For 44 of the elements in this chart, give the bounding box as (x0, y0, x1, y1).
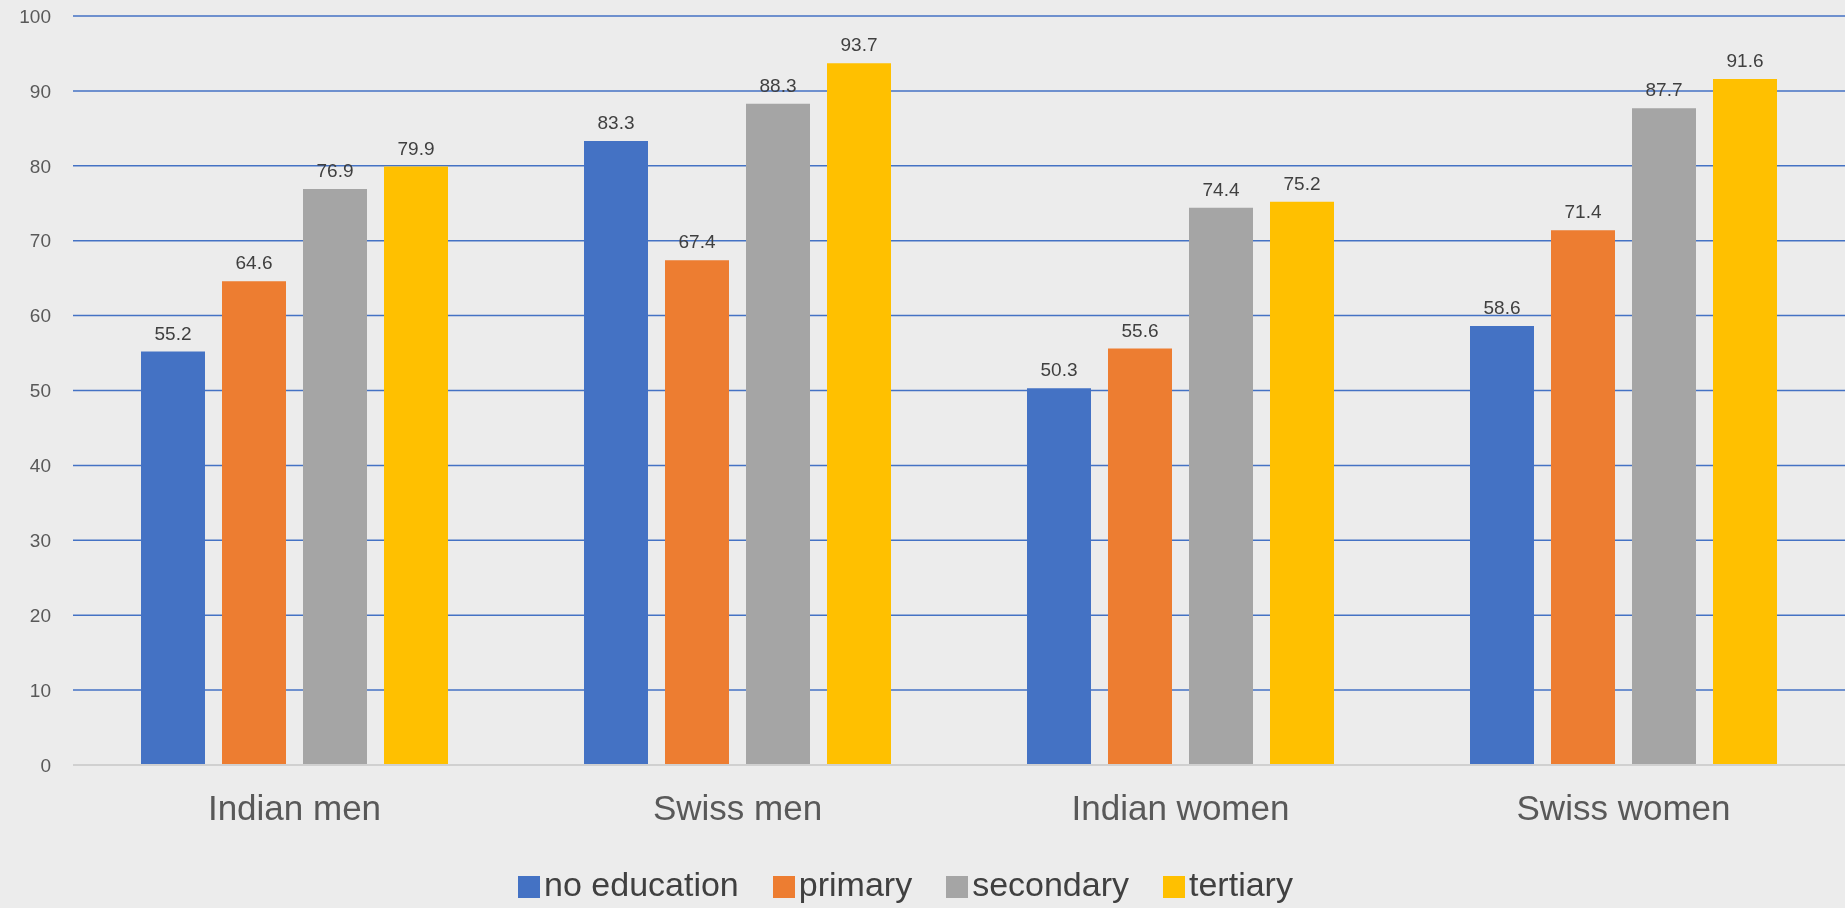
bar (1189, 207, 1253, 765)
bar (746, 103, 810, 765)
data-label: 91.6 (1726, 49, 1764, 71)
data-label: 76.9 (316, 160, 354, 182)
bar (1551, 230, 1615, 765)
bar (1270, 201, 1334, 765)
data-label: 71.4 (1564, 201, 1602, 223)
data-label: 55.6 (1121, 319, 1159, 341)
x-tick-label: Indian women (1071, 787, 1290, 827)
legend-label: tertiary (1189, 865, 1293, 903)
data-label: 74.4 (1202, 178, 1240, 200)
legend-label: no education (544, 865, 739, 903)
bar (1108, 348, 1172, 765)
legend-label: secondary (972, 865, 1130, 903)
data-label: 79.9 (397, 137, 435, 159)
y-tick-label: 90 (29, 80, 51, 102)
data-label: 50.3 (1040, 359, 1078, 381)
y-tick-label: 40 (29, 455, 51, 477)
y-tick-label: 70 (29, 230, 51, 252)
data-label: 83.3 (597, 112, 635, 134)
data-label: 75.2 (1283, 172, 1321, 194)
bar (1713, 78, 1777, 765)
y-tick-label: 0 (40, 754, 51, 776)
y-tick-label: 50 (29, 380, 51, 402)
x-tick-label: Swiss men (652, 787, 823, 827)
bar (384, 166, 448, 765)
bar (827, 63, 891, 765)
y-tick-label: 10 (29, 679, 51, 701)
y-tick-label: 60 (29, 305, 51, 327)
data-label: 64.6 (235, 252, 273, 274)
y-tick-label: 100 (19, 5, 51, 27)
bar (303, 189, 367, 765)
y-tick-label: 80 (29, 155, 51, 177)
x-tick-label: Indian men (207, 787, 382, 827)
data-label: 55.2 (154, 322, 192, 344)
data-label: 58.6 (1483, 297, 1521, 319)
data-label: 93.7 (840, 34, 878, 56)
bar (665, 260, 729, 765)
y-tick-label: 30 (29, 530, 51, 552)
x-tick-label: Swiss women (1516, 787, 1731, 827)
legend-label: primary (798, 865, 913, 903)
bar (1632, 108, 1696, 765)
bar (222, 281, 286, 765)
y-tick-label: 20 (29, 604, 51, 626)
